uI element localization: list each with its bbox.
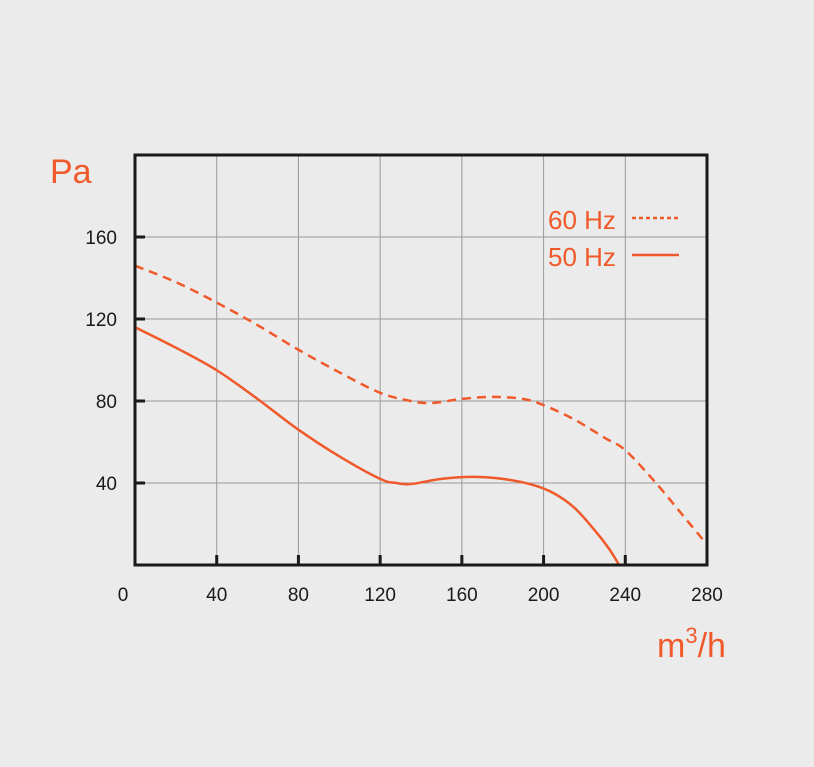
x-tick-label: 200 <box>528 585 560 606</box>
x-tick-label: 160 <box>446 585 478 606</box>
y-tick-label: 120 <box>85 310 117 331</box>
x-tick-label: 240 <box>609 585 641 606</box>
x-axis-label: m3/h <box>657 623 726 665</box>
y-tick-label: 80 <box>96 392 117 413</box>
legend-label: 50 Hz <box>548 242 616 272</box>
series-line-60hz <box>134 264 708 546</box>
series-line-50hz <box>134 326 621 566</box>
x-tick-label: 80 <box>288 585 309 606</box>
x-tick-label: 120 <box>364 585 396 606</box>
y-tick-label: 40 <box>96 474 117 495</box>
plot-frame <box>133 153 709 567</box>
x-tick-label: 0 <box>118 585 129 606</box>
y-axis-label: Pa <box>50 153 92 191</box>
y-tick-label: 160 <box>85 228 117 249</box>
legend: 60 Hz 50 Hz <box>548 205 679 272</box>
x-tick-label: 40 <box>206 585 227 606</box>
legend-label: 60 Hz <box>548 205 616 235</box>
x-tick-label: 280 <box>691 585 723 606</box>
